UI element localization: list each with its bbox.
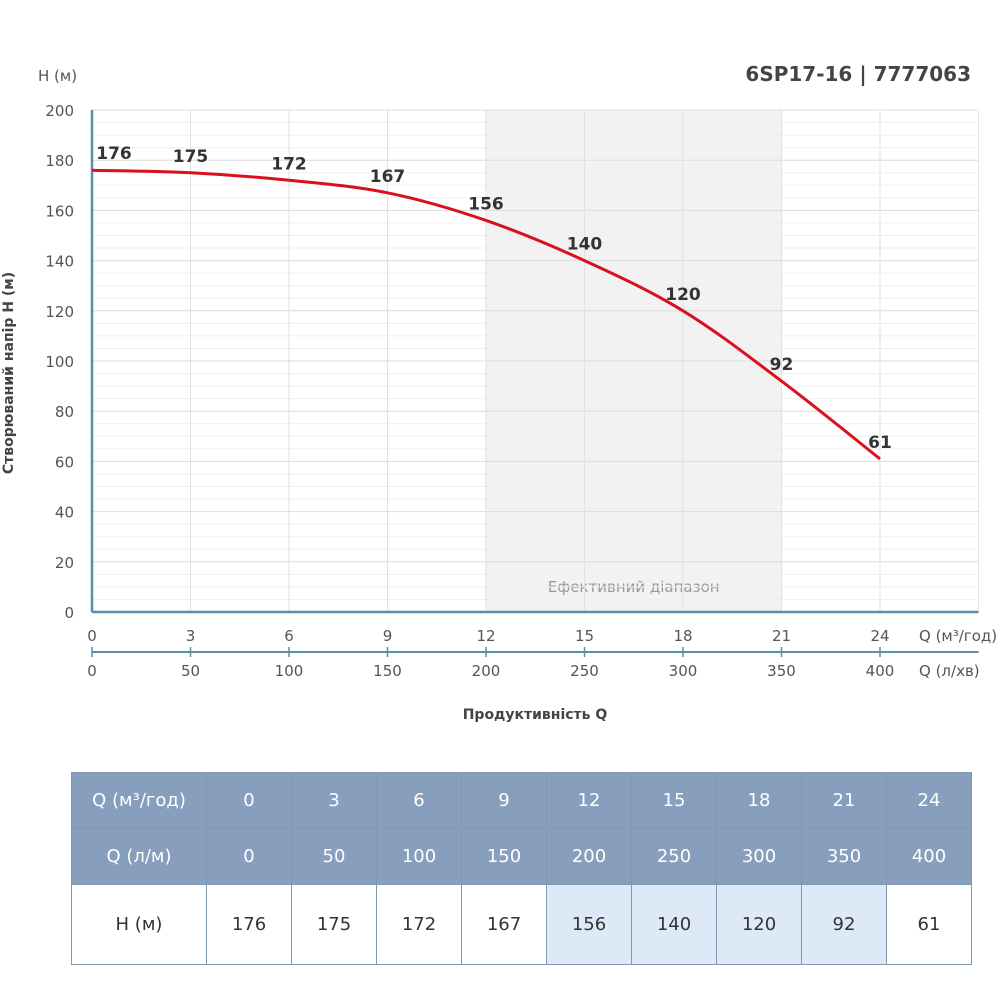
row-label: Q (л/м) xyxy=(71,828,207,885)
x-tick-label: 24 xyxy=(870,627,889,645)
data-label: 175 xyxy=(173,147,209,167)
x-tick-label: 9 xyxy=(383,627,393,645)
y-tick-label: 120 xyxy=(45,303,74,321)
data-label: 172 xyxy=(271,154,307,174)
table-cell: 18 xyxy=(716,772,802,829)
y-tick-label: 140 xyxy=(45,253,74,271)
x2-tick-label: 0 xyxy=(87,662,97,680)
table-cell: 140 xyxy=(631,884,717,965)
table-cell: 3 xyxy=(291,772,377,829)
data-label: 61 xyxy=(868,433,892,453)
table-cell: 300 xyxy=(716,828,802,885)
y-tick-label: 100 xyxy=(45,353,74,371)
y-tick-label: 0 xyxy=(64,604,74,622)
table-row-q-lm: Q (л/м) 0 50 100 150 200 250 300 350 400 xyxy=(71,828,972,885)
table-cell: 15 xyxy=(631,772,717,829)
y-tick-label: 180 xyxy=(45,152,74,170)
data-label: 120 xyxy=(665,285,701,305)
data-label: 92 xyxy=(770,355,794,375)
x-tick-label: 18 xyxy=(673,627,692,645)
table-cell: 150 xyxy=(461,828,547,885)
data-label: 167 xyxy=(370,167,406,187)
x-axis-title: Продуктивність Q xyxy=(463,707,608,723)
x-tick-label: 12 xyxy=(476,627,495,645)
table-cell: 92 xyxy=(801,884,887,965)
data-label: 176 xyxy=(96,144,132,164)
data-label: 156 xyxy=(468,194,504,214)
x2-tick-label: 300 xyxy=(669,662,698,680)
table-cell: 50 xyxy=(291,828,377,885)
y-tick-label: 80 xyxy=(55,403,74,421)
table-cell: 175 xyxy=(291,884,377,965)
x-tick-label: 21 xyxy=(772,627,791,645)
table-cell: 100 xyxy=(376,828,462,885)
x2-tick-label: 150 xyxy=(373,662,402,680)
x-tick-label: 3 xyxy=(186,627,196,645)
table-cell: 176 xyxy=(206,884,292,965)
table-cell: 250 xyxy=(631,828,717,885)
table-row-h: H (м) 176 175 172 167 156 140 120 92 61 xyxy=(71,884,972,965)
table-cell: 21 xyxy=(801,772,887,829)
table-cell: 172 xyxy=(376,884,462,965)
data-label: 140 xyxy=(567,235,603,255)
x2-tick-label: 350 xyxy=(767,662,796,680)
table-cell: 167 xyxy=(461,884,547,965)
x-unit-label: Q (м³/год) xyxy=(919,627,997,645)
table-cell: 0 xyxy=(206,828,292,885)
x2-tick-label: 100 xyxy=(275,662,304,680)
table-cell: 120 xyxy=(716,884,802,965)
x2-unit-label: Q (л/хв) xyxy=(919,662,980,680)
y-unit-label: H (м) xyxy=(38,67,77,85)
table-cell: 12 xyxy=(546,772,632,829)
x-tick-label: 0 xyxy=(87,627,97,645)
table-row-q-m3h: Q (м³/год) 0 3 6 9 12 15 18 21 24 xyxy=(71,772,972,829)
y-tick-label: 60 xyxy=(55,453,74,471)
x2-tick-label: 400 xyxy=(866,662,895,680)
table-cell: 200 xyxy=(546,828,632,885)
data-table: Q (м³/год) 0 3 6 9 12 15 18 21 24 Q (л/м) 0 50 100… xyxy=(71,772,972,965)
row-label: Q (м³/год) xyxy=(71,772,207,829)
y-tick-label: 200 xyxy=(45,102,74,120)
y-tick-label: 40 xyxy=(55,504,74,522)
table-cell: 0 xyxy=(206,772,292,829)
table-cell: 6 xyxy=(376,772,462,829)
chart-title: 6SP17-16 | 7777063 xyxy=(745,62,971,86)
x2-tick-label: 50 xyxy=(181,662,200,680)
head-flow-chart: Ефективний діапазон020406080100120140160… xyxy=(1,62,997,723)
table-cell: 156 xyxy=(546,884,632,965)
x-tick-label: 15 xyxy=(575,627,594,645)
x2-tick-label: 200 xyxy=(472,662,501,680)
table-cell: 61 xyxy=(886,884,972,965)
row-label: H (м) xyxy=(71,884,207,965)
y-tick-label: 160 xyxy=(45,202,74,220)
head-curve xyxy=(91,168,881,461)
y-axis-title: Створюваний напір H (м) xyxy=(1,272,17,474)
x2-tick-label: 250 xyxy=(570,662,599,680)
table-cell: 350 xyxy=(801,828,887,885)
table-cell: 24 xyxy=(886,772,972,829)
table-cell: 400 xyxy=(886,828,972,885)
x-tick-label: 6 xyxy=(284,627,294,645)
y-tick-label: 20 xyxy=(55,554,74,572)
table-cell: 9 xyxy=(461,772,547,829)
